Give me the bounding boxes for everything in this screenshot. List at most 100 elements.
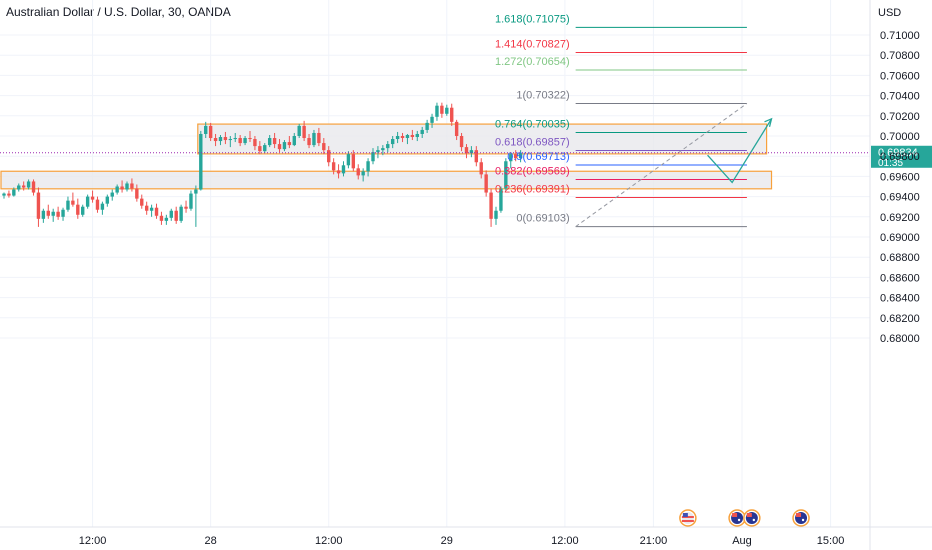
candle-body (51, 211, 55, 216)
y-tick-label: 0.70200 (880, 111, 920, 123)
fib-level-label: 0.236(0.69391) (495, 184, 570, 196)
us-flag-icon[interactable] (679, 509, 697, 527)
grid (0, 0, 870, 527)
au-flag-icon[interactable] (743, 509, 761, 527)
y-tick-label: 0.68600 (880, 272, 920, 284)
candle-body (90, 196, 95, 200)
candle-body (405, 134, 410, 139)
candle-body (513, 154, 518, 159)
candle-body (159, 215, 164, 221)
candle-body (395, 136, 400, 140)
candles (2, 102, 523, 227)
au-flag-union (746, 513, 752, 517)
x-tick-label: 12:00 (315, 535, 343, 547)
candle-body (400, 136, 405, 139)
y-tick-label: 0.68800 (880, 252, 920, 264)
au-flag-icon[interactable] (728, 509, 746, 527)
y-tick-label: 0.69800 (880, 151, 920, 163)
au-flag-star (801, 518, 805, 522)
candle-body (474, 150, 479, 163)
candle-body (435, 105, 439, 117)
candle-body (140, 198, 144, 206)
candle-body (81, 206, 85, 215)
candle-body (144, 205, 149, 211)
candle-body (410, 134, 415, 138)
candle-body (233, 138, 237, 140)
candle-body (504, 161, 508, 189)
candle-body (41, 210, 46, 219)
candle-body (120, 186, 124, 190)
candle-body (26, 181, 31, 188)
y-tick-label: 0.70800 (880, 50, 920, 62)
candle-body (125, 183, 129, 190)
candle-body (17, 185, 21, 190)
candle-body (61, 209, 65, 217)
candle-body (272, 138, 277, 145)
candle-body (85, 196, 90, 207)
candle-body (361, 171, 365, 176)
candle-body (459, 136, 464, 148)
y-tick-label: 0.69400 (880, 192, 920, 204)
candle-body (287, 142, 292, 146)
candle-body (479, 162, 483, 175)
candle-body (199, 133, 203, 190)
y-tick-label: 0.70400 (880, 91, 920, 103)
y-tick-label: 0.70600 (880, 70, 920, 82)
x-tick-label: 29 (441, 535, 453, 547)
fib-level-label: 0.382(0.69569) (495, 166, 570, 178)
y-tick-label: 0.69200 (880, 212, 920, 224)
fib-level-label: 0.5(0.69713) (507, 151, 569, 163)
projection-line (707, 118, 773, 184)
candle-body (174, 210, 178, 221)
candle-body (336, 170, 341, 174)
candle-body (258, 146, 262, 152)
au-flag-union (796, 513, 802, 517)
x-tick-label: 15:00 (817, 535, 845, 547)
candle-body (169, 210, 173, 218)
y-axis-unit: USD (878, 7, 901, 19)
chart-title: Australian Dollar / U.S. Dollar, 30, OAN… (6, 5, 231, 19)
fib-extension[interactable]: 1.618(0.71075) 1.414(0.70827) 1.272(0.7065… (495, 13, 748, 228)
candle-body (386, 144, 390, 149)
candle-body (218, 137, 223, 142)
candle-body (2, 193, 6, 196)
candle-body (371, 152, 375, 162)
candle-body (179, 206, 183, 221)
candle-body (351, 154, 356, 169)
candle-body (248, 138, 252, 140)
candle-body (100, 203, 105, 210)
candle-body (509, 154, 513, 162)
candle-body (390, 139, 395, 145)
candle-body (277, 144, 282, 150)
x-tick-label: Aug (732, 535, 752, 547)
candle-body (484, 174, 488, 193)
candle-body (312, 132, 316, 146)
x-axis[interactable]: 12:00 28 12:00 29 12:00 21:00 Aug 15:00 (0, 526, 932, 547)
y-tick-label: 0.69600 (880, 171, 920, 183)
current-price-value: 0.69834 (878, 147, 918, 159)
fib-level-label: 1.272(0.70654) (495, 56, 570, 68)
candle-body (267, 138, 272, 146)
candle-body (518, 153, 523, 159)
current-price-tag (871, 145, 932, 168)
x-tick-label: 28 (205, 535, 217, 547)
candle-body (464, 147, 469, 154)
candle-body (135, 188, 139, 199)
candle-body (263, 145, 267, 152)
au-flag-icon[interactable] (792, 509, 810, 527)
au-flag-union (732, 513, 738, 517)
y-axis[interactable]: 0.71000 0.70800 0.70600 0.70400 0.70200 0.700… (869, 0, 920, 550)
candle-body (213, 138, 218, 142)
candle-body (184, 206, 188, 209)
y-tick-label: 0.71000 (880, 30, 920, 42)
projection-path[interactable] (707, 117, 773, 184)
candle-body (46, 210, 50, 216)
y-tick-label: 0.69000 (880, 232, 920, 244)
candle-body (208, 125, 213, 139)
x-tick-label: 21:00 (640, 535, 668, 547)
candle-body (381, 148, 385, 151)
y-tick-label: 0.68200 (880, 313, 920, 325)
event-icons[interactable] (679, 509, 810, 527)
